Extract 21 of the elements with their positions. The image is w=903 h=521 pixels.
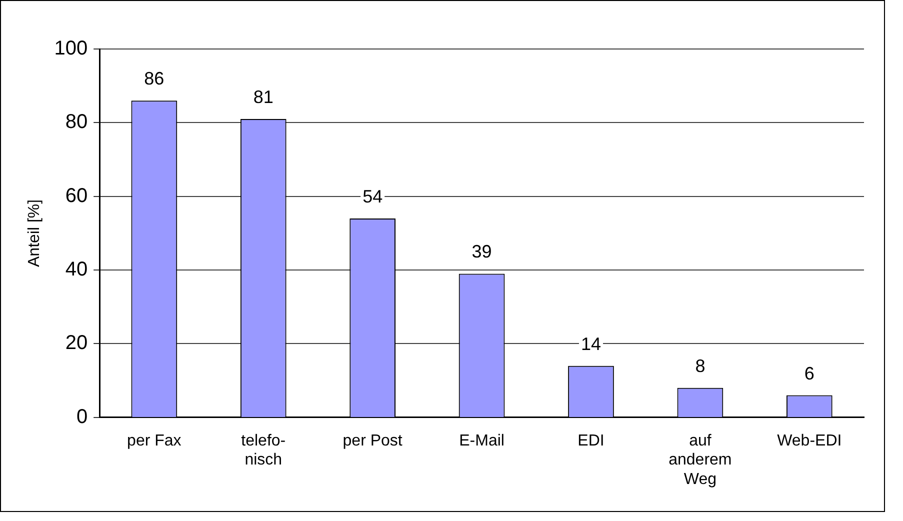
- data-label: 14: [580, 334, 602, 354]
- x-tick-label: Web-EDI: [777, 432, 842, 450]
- y-tick-label: 40: [65, 258, 88, 281]
- y-tick-label: 60: [65, 184, 88, 207]
- data-label: 6: [804, 363, 814, 384]
- x-tick-label: per Post: [342, 432, 403, 450]
- data-label: 8: [695, 356, 706, 376]
- data-label: 39: [472, 242, 492, 262]
- y-tick-label: 20: [65, 332, 88, 354]
- data-label: 86: [144, 68, 164, 89]
- data-label: 81: [253, 86, 274, 107]
- y-tick-label: 0: [76, 406, 88, 428]
- y-axis-title: Anteil [%]: [26, 199, 44, 267]
- x-tick-label: E-Mail: [459, 432, 504, 450]
- y-tick-label: 80: [65, 111, 88, 134]
- data-label: 54: [362, 186, 383, 206]
- y-tick-label: 100: [54, 38, 88, 60]
- x-tick-label: EDI: [578, 432, 604, 450]
- x-tick-label: per Fax: [127, 432, 182, 450]
- x-tick-label: auf anderem Weg: [668, 432, 732, 488]
- x-tick-label: telefo- nisch: [241, 432, 286, 469]
